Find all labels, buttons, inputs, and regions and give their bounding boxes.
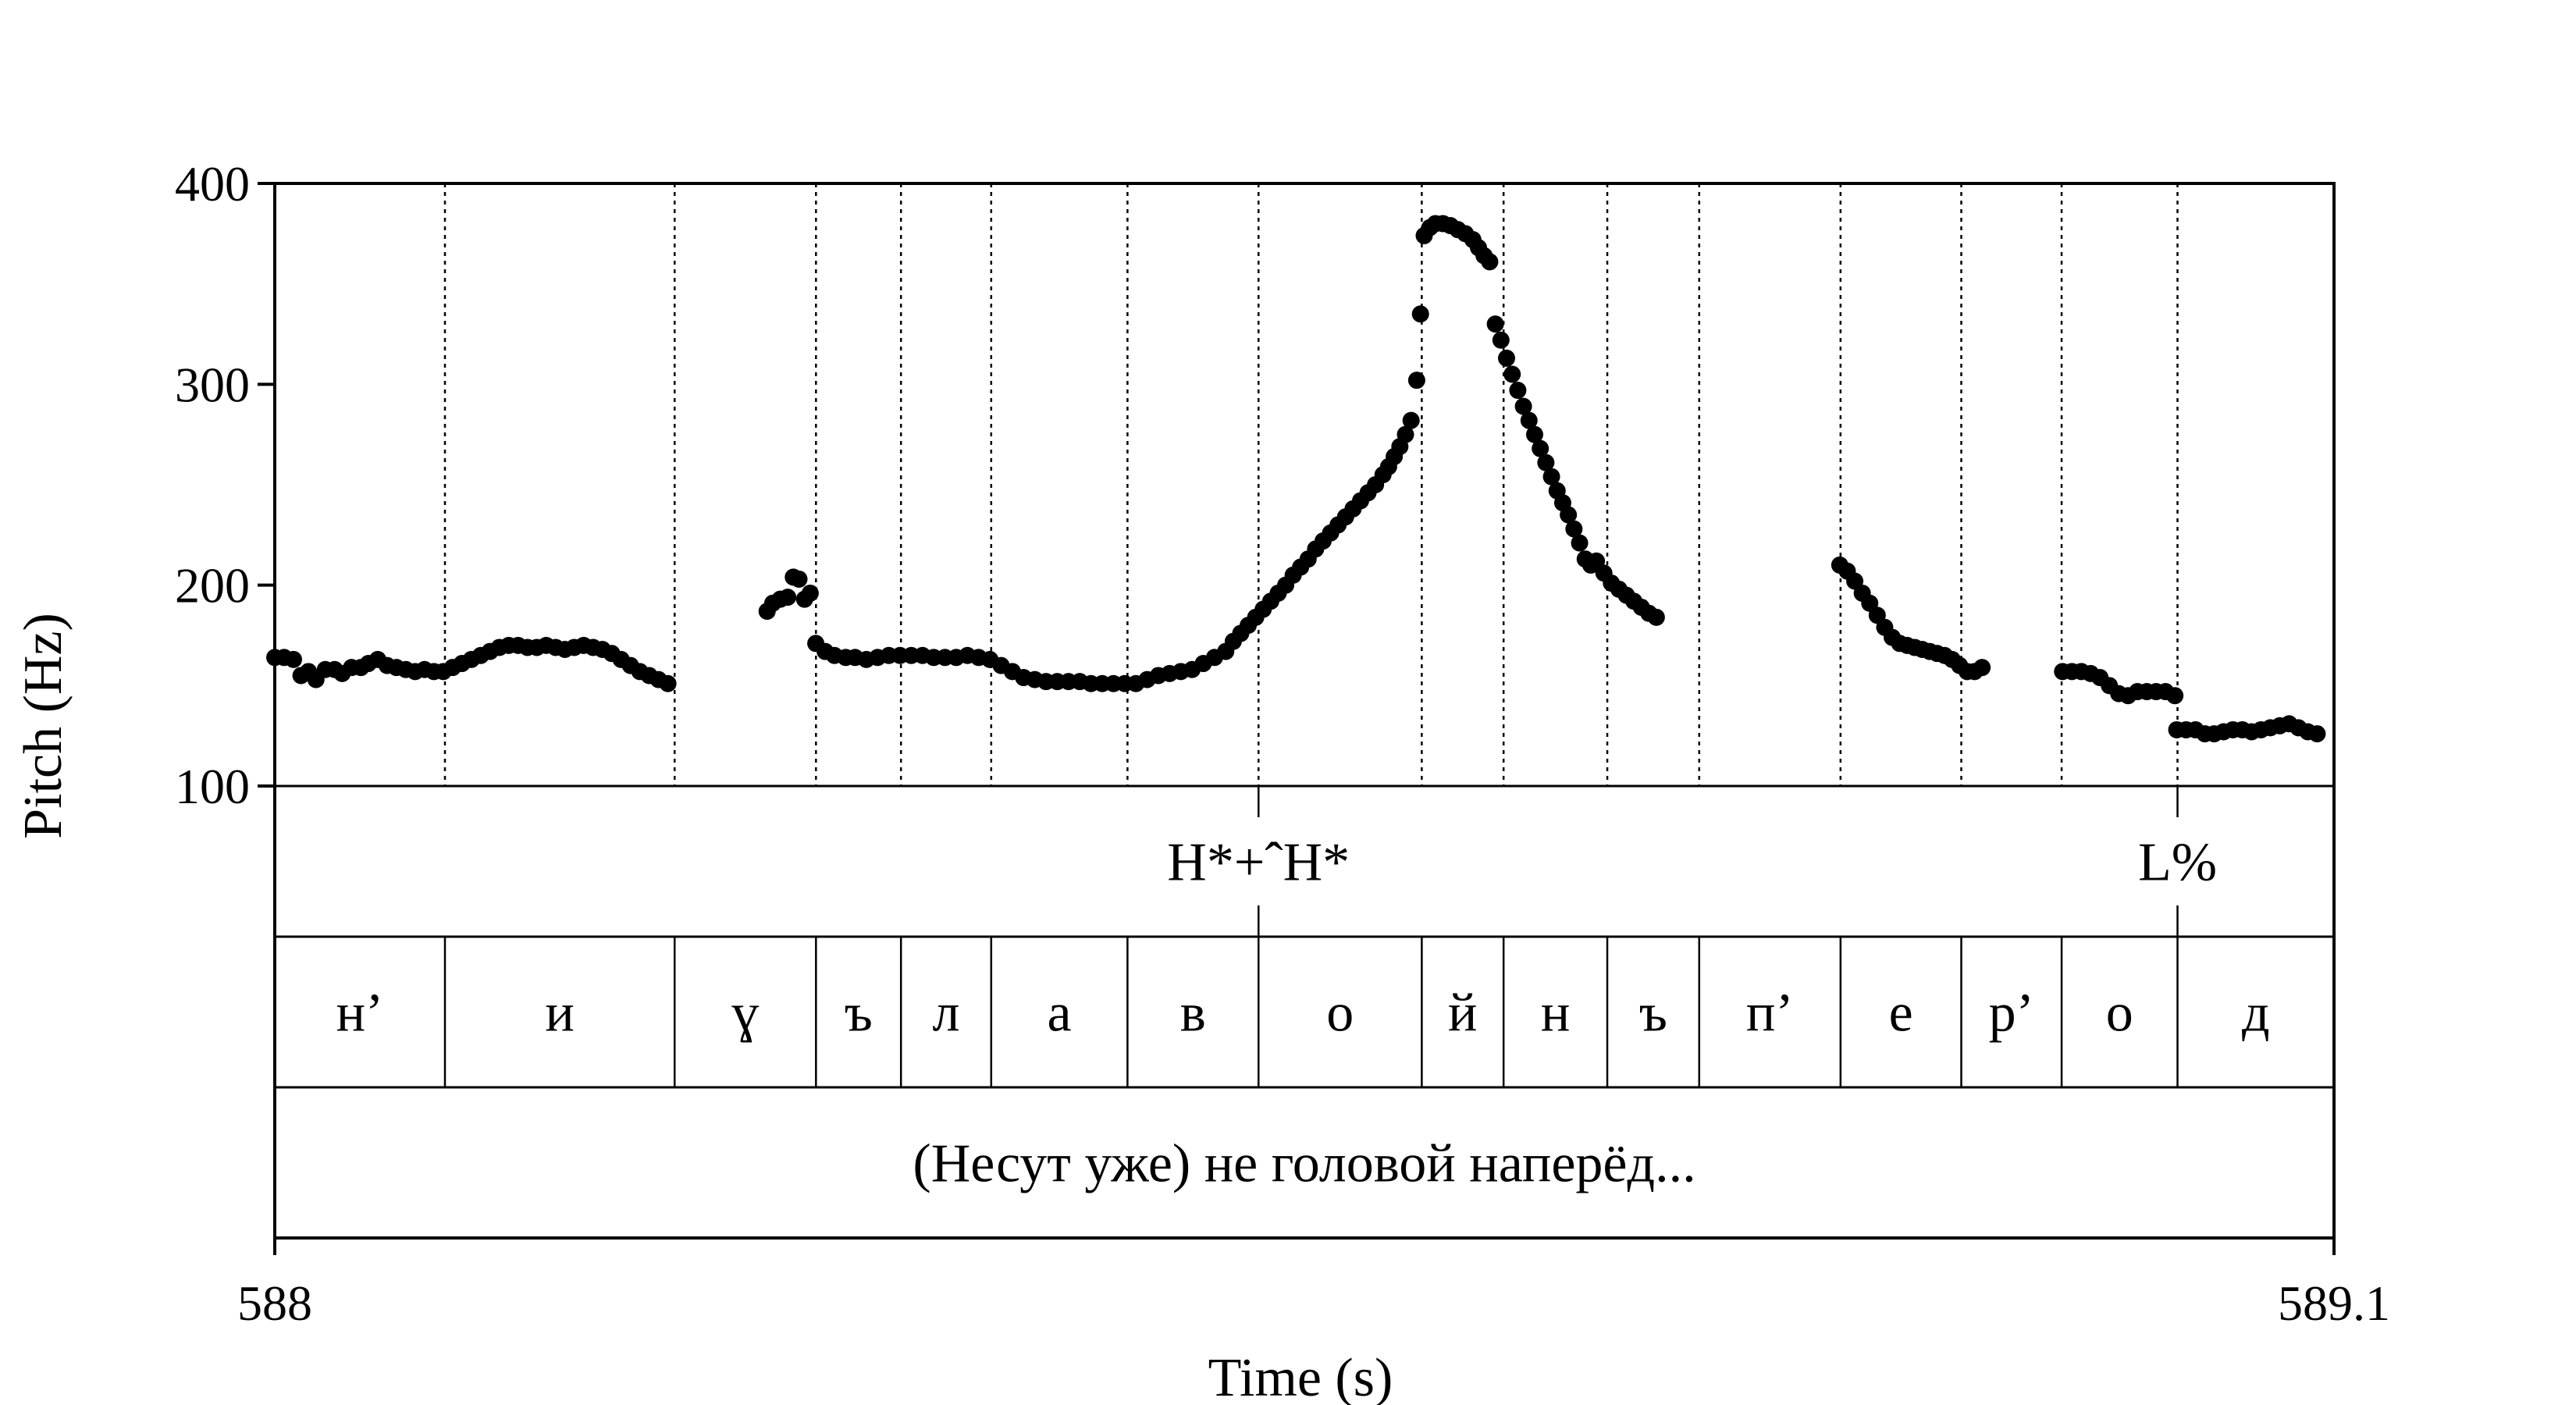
pitch-point (1525, 425, 1543, 443)
x-tick-label-max: 589.1 (2278, 1275, 2390, 1331)
pitch-point (1565, 520, 1583, 538)
pitch-point (2308, 725, 2326, 743)
pitch-point (790, 570, 808, 588)
segment-label: л (933, 984, 960, 1044)
x-tick-label-min: 588 (237, 1275, 312, 1331)
pitch-point (1973, 659, 1991, 677)
pitch-point (1520, 411, 1538, 429)
segment-label: д (2242, 984, 2270, 1044)
segment-label: о (2106, 984, 2133, 1044)
tone-label: H*+ˆH* (1167, 833, 1350, 893)
pitch-point (1514, 397, 1532, 415)
y-axis-ticks: 100 200 300 400 (175, 156, 275, 814)
pitch-point (1532, 439, 1550, 457)
pitch-point (1537, 454, 1555, 471)
segment-label: п’ (1746, 984, 1794, 1044)
pitch-point (2166, 687, 2184, 705)
tone-tier: H*+ˆH* L% (1167, 786, 2217, 937)
pitch-point (1647, 608, 1665, 626)
y-tick-label: 400 (175, 156, 250, 212)
pitch-point (1498, 349, 1516, 367)
pitch-point (1560, 506, 1578, 524)
segment-label: ъ (1639, 984, 1667, 1044)
pitch-point (801, 584, 819, 602)
sentence-tier-text: (Несут уже) не головой наперёд... (913, 1134, 1695, 1194)
segment-tier: н’ и ɣ ъ л а в о й н ъ п’ е р’ о д (336, 984, 2270, 1044)
pitch-point (1509, 382, 1527, 400)
segment-boundaries (443, 183, 2179, 1087)
x-axis-title: Time (s) (1208, 1348, 1393, 1405)
segment-label: и (545, 984, 574, 1044)
pitch-point (1402, 411, 1420, 429)
pitch-point (1411, 305, 1429, 323)
segment-label: ъ (845, 984, 873, 1044)
pitch-point (1542, 468, 1560, 486)
pitch-points (266, 215, 2326, 743)
segment-label: й (1448, 984, 1477, 1044)
y-tick-label: 300 (175, 357, 250, 412)
pitch-point (1407, 372, 1425, 389)
pitch-point (1571, 534, 1589, 552)
segment-label: ɣ (731, 984, 759, 1044)
pitch-point (1486, 315, 1504, 333)
y-tick-label: 200 (175, 558, 250, 614)
segment-label: р’ (1989, 984, 2034, 1044)
pitch-point (1481, 253, 1499, 271)
frame-rect (273, 182, 2336, 1240)
segment-label: н’ (336, 984, 384, 1044)
y-tick-label: 100 (175, 759, 250, 814)
tone-label: L% (2138, 833, 2217, 893)
pitch-point (284, 650, 302, 668)
segment-label: а (1048, 984, 1072, 1044)
segment-label: е (1889, 984, 1913, 1044)
segment-label: о (1326, 984, 1354, 1044)
segment-label: в (1180, 984, 1206, 1044)
pitch-point (1492, 331, 1510, 349)
pitch-point (659, 674, 677, 692)
chart-frame (273, 182, 2336, 1255)
pitch-point (1503, 365, 1521, 383)
y-axis-title: Pitch (Hz) (13, 613, 73, 839)
pitch-point (779, 589, 797, 606)
pitch-point (1397, 425, 1414, 443)
segment-label: н (1541, 984, 1570, 1044)
